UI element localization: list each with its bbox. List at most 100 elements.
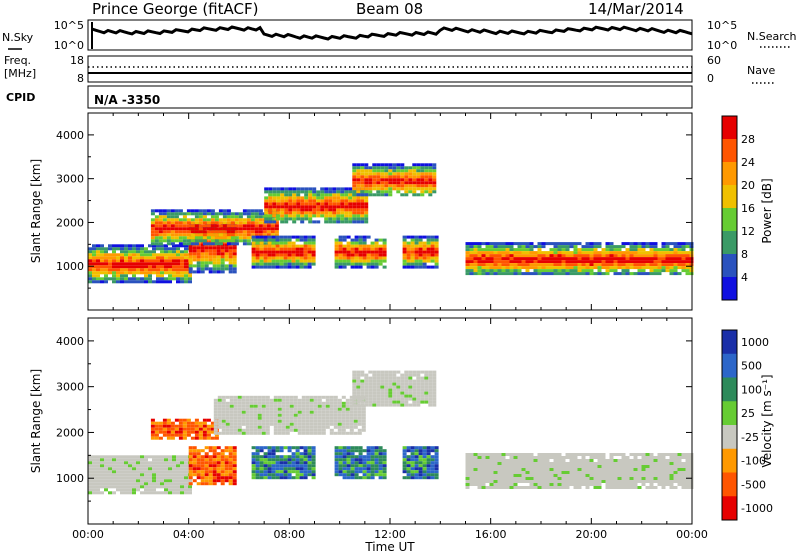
velocity-cell [368,376,373,380]
velocity-cell [416,388,421,392]
velocity-cell [194,427,199,431]
velocity-cell [352,400,357,404]
velocity-cell [220,473,225,477]
velocity-cell [303,464,308,468]
velocity-cell [224,467,229,471]
velocity-cell [194,418,199,422]
power-cell [404,181,409,185]
velocity-cell [168,470,172,474]
power-cell [246,218,251,222]
power-cell [194,239,199,243]
velocity-cell [657,480,662,483]
power-cell [653,266,658,270]
power-cell [428,184,433,188]
velocity-cell [96,470,100,474]
velocity-cell [301,407,306,411]
power-cell [162,215,167,219]
power-cell [264,202,269,206]
power-cell [685,245,690,249]
power-cell [424,178,429,182]
power-cell [263,253,268,257]
velocity-cell [221,413,226,417]
velocity-cell [168,455,172,459]
velocity-cell [589,483,594,486]
power-cell [206,212,211,216]
velocity-cell [202,436,207,440]
velocity-cell [200,449,205,453]
power-cell [368,187,373,191]
velocity-cell [420,394,425,398]
power-cell [280,214,285,218]
velocity-cell [321,416,326,420]
power-cell [263,262,268,266]
velocity-cell [517,456,522,459]
velocity-cell [408,370,413,374]
velocity-cell [641,471,646,474]
velocity-cell [493,477,498,480]
velocity-cell [182,433,187,437]
velocity-cell [305,428,310,432]
power-cell [521,266,526,270]
power-cell [303,262,308,266]
power-cell [274,224,279,228]
velocity-cell [412,382,417,386]
power-cell [581,257,586,261]
power-cell [681,260,686,264]
velocity-cell [279,467,284,471]
power-cell [338,250,343,254]
power-cell [283,241,288,245]
power-cell [569,242,574,246]
power-cell [477,257,482,261]
power-cell [537,263,542,267]
velocity-cell [237,431,242,435]
velocity-cell [281,428,286,432]
velocity-cell [402,476,407,480]
velocity-cell [408,397,413,401]
velocity-cell [289,398,294,402]
power-cell [198,236,203,240]
velocity-cell [229,404,234,408]
velocity-cell [337,401,342,405]
velocity-cell [311,464,316,468]
velocity-cell [291,458,296,462]
power-cell [176,247,180,251]
power-cell [653,251,658,255]
power-cell [414,250,419,254]
velocity-cell [180,470,184,474]
power-cell [384,178,389,182]
power-cell [96,259,100,263]
velocity-cell [178,424,183,428]
power-cell [597,257,602,261]
velocity-cell [416,376,421,380]
velocity-cell [489,459,494,462]
power-cell [392,166,397,170]
power-cell [224,249,229,253]
power-cell [601,263,606,267]
power-cell [629,263,634,267]
velocity-cell [362,464,367,468]
power-cell [358,259,363,263]
velocity-cell [120,473,124,477]
velocity-cell [681,471,686,474]
power-cell [549,242,554,246]
power-cell [521,263,526,267]
velocity-cell [485,474,490,477]
power-cell [307,247,312,251]
velocity-cell [325,395,330,399]
velocity-cell [128,464,132,468]
velocity-cell [573,468,578,471]
velocity-cell [404,394,409,398]
velocity-cell [263,455,268,459]
velocity-cell [412,397,417,401]
power-cell [418,247,423,251]
velocity-cell [677,480,682,483]
power-cell [517,248,522,252]
power-cell [150,221,155,225]
power-cell [192,258,197,262]
velocity-cell [291,446,296,450]
velocity-cell [358,470,363,474]
velocity-cell [279,446,284,450]
power-cell [274,227,279,231]
power-cell [513,251,518,255]
power-cell [589,269,594,273]
